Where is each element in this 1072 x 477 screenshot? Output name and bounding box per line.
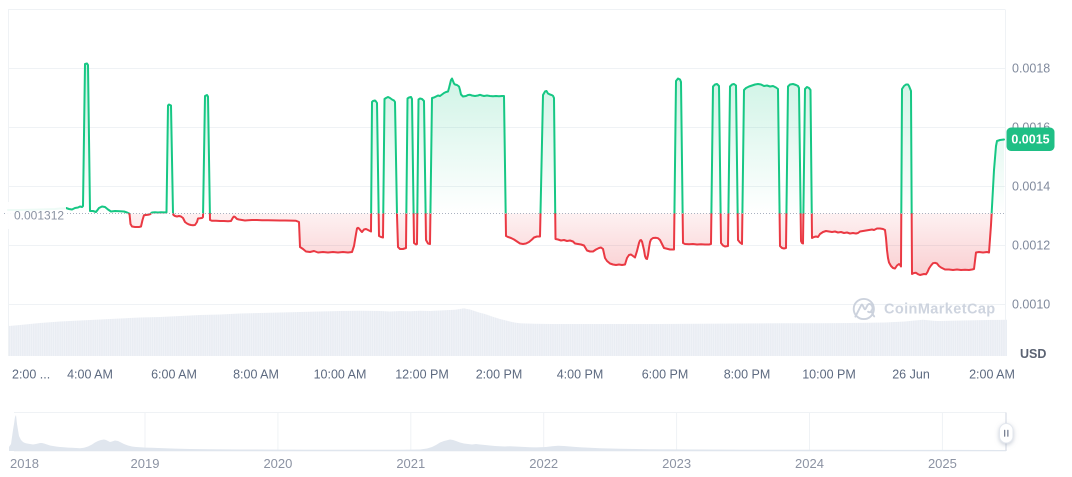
svg-text:USD: USD: [1020, 347, 1046, 361]
svg-text:2025: 2025: [928, 456, 957, 471]
svg-text:8:00 PM: 8:00 PM: [724, 368, 771, 382]
svg-text:2023: 2023: [662, 456, 691, 471]
svg-text:2:00 PM: 2:00 PM: [476, 368, 523, 382]
svg-text:2018: 2018: [10, 456, 39, 471]
svg-text:0.0014: 0.0014: [1012, 180, 1050, 194]
svg-text:2:00 ...: 2:00 ...: [12, 368, 50, 382]
svg-text:8:00 AM: 8:00 AM: [233, 368, 279, 382]
svg-text:6:00 PM: 6:00 PM: [642, 368, 689, 382]
svg-text:CoinMarketCap: CoinMarketCap: [884, 302, 996, 318]
svg-text:10:00 PM: 10:00 PM: [802, 368, 856, 382]
svg-text:0.0012: 0.0012: [1012, 239, 1050, 253]
svg-text:0.0015: 0.0015: [1011, 133, 1049, 147]
svg-text:4:00 AM: 4:00 AM: [67, 368, 113, 382]
svg-text:26 Jun: 26 Jun: [892, 368, 930, 382]
svg-text:10:00 AM: 10:00 AM: [314, 368, 367, 382]
svg-text:2021: 2021: [396, 456, 425, 471]
svg-text:2024: 2024: [795, 456, 824, 471]
svg-text:6:00 AM: 6:00 AM: [151, 368, 197, 382]
svg-text:0.001312: 0.001312: [14, 209, 64, 223]
svg-text:0.0018: 0.0018: [1012, 62, 1050, 76]
svg-text:4:00 PM: 4:00 PM: [557, 368, 604, 382]
svg-text:2022: 2022: [529, 456, 558, 471]
svg-text:2020: 2020: [263, 456, 292, 471]
svg-text:12:00 PM: 12:00 PM: [395, 368, 449, 382]
svg-text:2019: 2019: [131, 456, 160, 471]
svg-text:2:00 AM: 2:00 AM: [969, 368, 1015, 382]
svg-text:0.0010: 0.0010: [1012, 298, 1050, 312]
